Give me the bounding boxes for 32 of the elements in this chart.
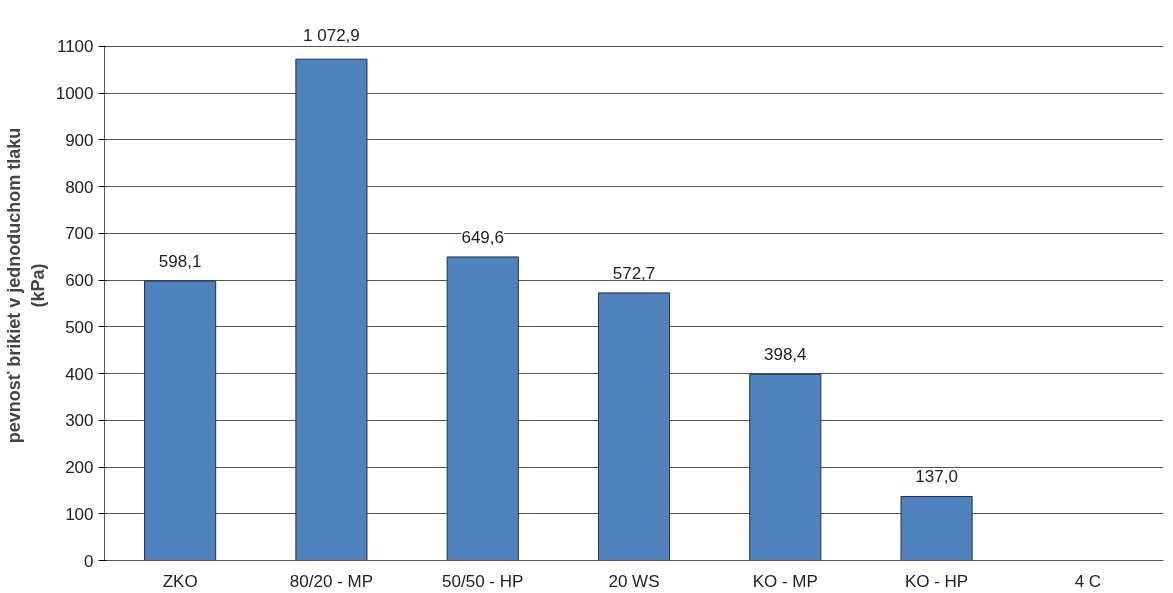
bar — [597, 292, 671, 561]
y-tick-label: 0 — [84, 551, 94, 571]
y-tick-label: 100 — [65, 504, 94, 524]
y-tick-label: 900 — [65, 130, 94, 150]
y-tick-label: 800 — [65, 177, 94, 197]
bar — [295, 58, 368, 561]
y-tick-label: 400 — [65, 364, 94, 384]
bar — [446, 256, 519, 561]
y-tick-label: 500 — [65, 317, 94, 337]
bar — [749, 373, 822, 561]
y-axis-title: pevnosť brikiet v jednoduchom tlaku (kPa) — [3, 127, 48, 444]
x-tick-label: 50/50 - HP — [442, 571, 524, 591]
bar — [900, 495, 973, 561]
data-label: 137,0 — [915, 467, 958, 487]
y-tick-label: 700 — [65, 224, 94, 244]
data-label: 1 072,9 — [303, 26, 360, 46]
data-label: 398,4 — [764, 345, 807, 365]
x-tick-label: KO - HP — [904, 571, 969, 591]
x-tick-label: ZKO — [162, 571, 198, 591]
data-label: 649,6 — [461, 227, 504, 247]
data-label: 572,7 — [612, 263, 656, 283]
y-tick-label: 600 — [65, 271, 94, 291]
x-tick-label: 20 WS — [608, 571, 660, 591]
x-tick-label: 80/20 - MP — [289, 571, 374, 591]
y-tick-label: 200 — [65, 458, 94, 478]
y-tick-label: 1100 — [56, 37, 94, 57]
x-tick-label: KO - MP — [752, 571, 818, 591]
x-tick-label: 4 C — [1074, 571, 1102, 591]
y-tick-label: 1000 — [55, 84, 94, 104]
bar — [144, 280, 217, 561]
data-label: 598,1 — [158, 252, 202, 272]
y-tick-label: 300 — [65, 411, 94, 431]
